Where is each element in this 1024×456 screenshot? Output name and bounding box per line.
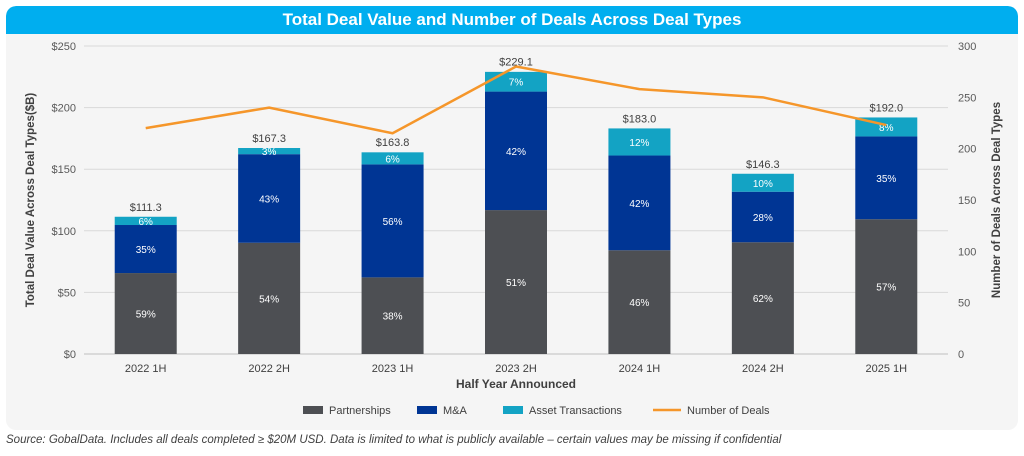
- x-tick-label: 2024 2H: [742, 363, 784, 375]
- bar-segment: [114, 273, 177, 354]
- chart-panel: Total Deal Value and Number of Deals Acr…: [6, 6, 1018, 430]
- bar-total-label: $192.0: [869, 102, 903, 114]
- y-tick-label: $100: [52, 226, 76, 238]
- bar-segment: [238, 154, 301, 243]
- segment-label: 38%: [383, 312, 403, 323]
- y-tick-label: $50: [58, 287, 76, 299]
- y-tick-label: $0: [64, 349, 76, 361]
- bar-segment: [485, 91, 547, 211]
- bar-total-label: $229.1: [499, 57, 533, 69]
- legend-swatch: [503, 406, 523, 414]
- segment-label: 51%: [506, 278, 526, 289]
- y-tick-label: $250: [52, 41, 76, 53]
- bar-total-label: $183.0: [623, 114, 657, 126]
- bar-segment: [731, 191, 794, 243]
- legend-label: Partnerships: [329, 405, 391, 417]
- segment-label: 42%: [629, 199, 649, 210]
- segment-label: 59%: [136, 310, 156, 321]
- segment-label: 42%: [506, 147, 526, 158]
- bar-total-label: $167.3: [252, 133, 286, 145]
- y-tick-label: $200: [52, 103, 76, 115]
- bar-segment: [855, 219, 918, 354]
- y2-tick-label: 100: [958, 246, 976, 258]
- segment-label: 3%: [262, 147, 277, 158]
- x-tick-label: 2023 2H: [495, 363, 537, 375]
- legend-label: Number of Deals: [687, 405, 770, 417]
- bar-segment: [361, 152, 424, 165]
- bar-segment: [485, 210, 547, 354]
- bar-segment: [238, 148, 301, 155]
- bar-segment: [361, 164, 424, 278]
- segment-label: 7%: [509, 78, 524, 89]
- bar-segment: [855, 136, 918, 220]
- legend-swatch: [417, 406, 437, 414]
- segment-label: 57%: [876, 283, 896, 294]
- y2-tick-label: 200: [958, 144, 976, 156]
- x-tick-label: 2024 1H: [619, 363, 661, 375]
- segment-label: 8%: [879, 123, 894, 134]
- bar-segment: [114, 225, 177, 274]
- segment-label: 10%: [753, 179, 773, 190]
- segment-label: 46%: [629, 298, 649, 309]
- x-tick-label: 2023 1H: [372, 363, 414, 375]
- segment-label: 35%: [876, 174, 896, 185]
- bar-segment: [238, 242, 301, 354]
- segment-label: 62%: [753, 294, 773, 305]
- source-footnote: Source: GobalData. Includes all deals co…: [6, 434, 782, 446]
- bar-segment: [485, 71, 547, 92]
- y2-tick-label: 150: [958, 195, 976, 207]
- bar-segment: [114, 216, 177, 226]
- x-tick-label: 2022 2H: [248, 363, 290, 375]
- chart-title: Total Deal Value and Number of Deals Acr…: [6, 6, 1018, 34]
- y2-axis-title: Number of Deals Across Deal Types: [991, 102, 1003, 298]
- segment-label: 43%: [259, 194, 279, 205]
- y2-tick-label: 300: [958, 41, 976, 53]
- segment-label: 6%: [138, 217, 153, 228]
- legend-label: Asset Transactions: [529, 405, 622, 417]
- deals-line: [145, 65, 887, 135]
- x-tick-label: 2025 1H: [865, 363, 907, 375]
- segment-label: 56%: [383, 217, 403, 228]
- y2-tick-label: 250: [958, 92, 976, 104]
- combo-chart: $0 $50 $100 $150 $200 $250 0 50 100 150 200 250 300 5…: [25, 41, 1003, 417]
- legend-swatch: [303, 406, 323, 414]
- x-axis-title: Half Year Announced: [456, 377, 576, 391]
- y2-tick-label: 50: [958, 298, 970, 310]
- bar-total-label: $111.3: [130, 202, 162, 214]
- bar-total-label: $146.3: [746, 159, 780, 171]
- y-axis-title: Total Deal Value Across Deal Types($B): [25, 93, 37, 308]
- segment-label: 35%: [136, 245, 156, 256]
- bar-segment: [608, 155, 671, 251]
- x-tick-label: 2022 1H: [125, 363, 167, 375]
- legend-label: M&A: [443, 405, 468, 417]
- segment-label: 12%: [629, 138, 649, 149]
- bar-segment: [608, 250, 671, 354]
- bar-segment: [731, 242, 794, 354]
- y-tick-label: $150: [52, 164, 76, 176]
- segment-label: 54%: [259, 294, 279, 305]
- bar-segment: [361, 277, 424, 354]
- segment-label: 28%: [753, 213, 773, 224]
- segment-label: 6%: [385, 154, 400, 165]
- bar-total-label: $163.8: [376, 137, 410, 149]
- y2-tick-label: 0: [958, 349, 964, 361]
- bar-segment: [731, 173, 794, 192]
- bar-segment: [608, 128, 671, 156]
